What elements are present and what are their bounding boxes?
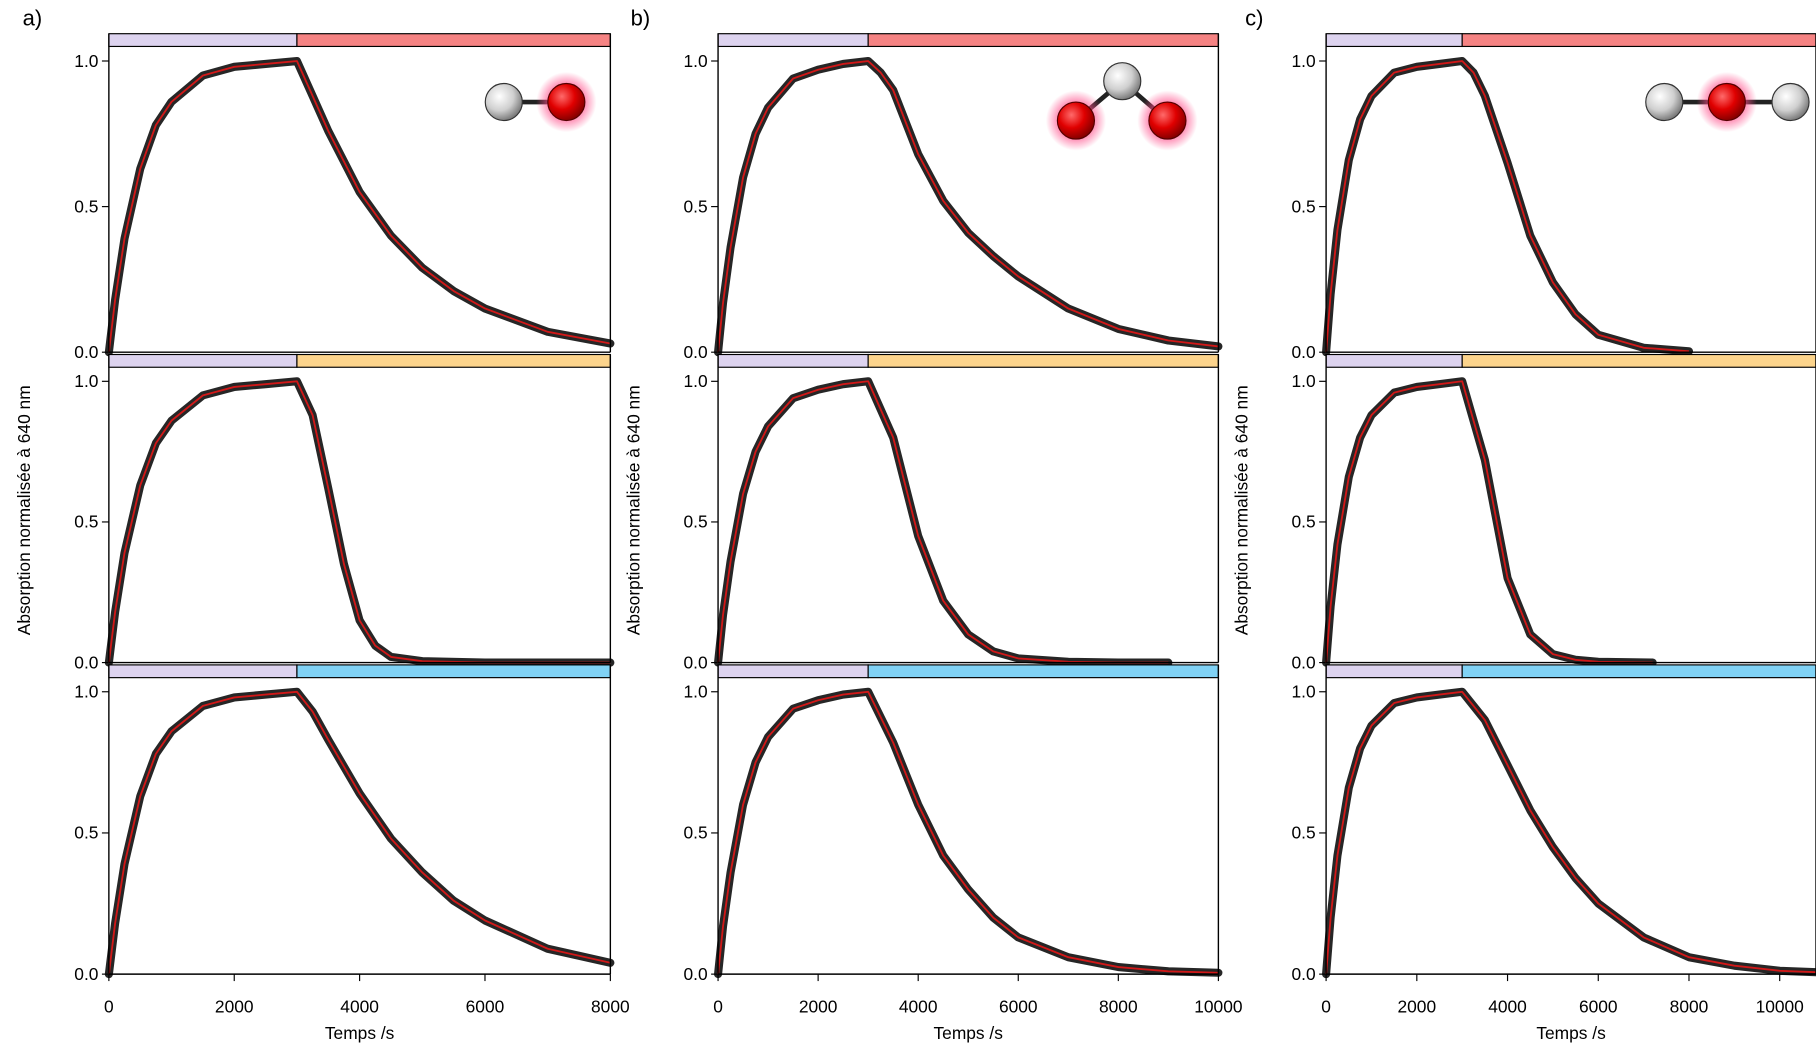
y-axis-label: Absorption normalisée à 640 nm: [1231, 385, 1251, 635]
y-tick-label: 0.0: [74, 964, 98, 984]
illumination-bar: [296, 33, 611, 48]
x-tick-label: 10000: [1194, 996, 1242, 1016]
y-tick-label: 0.0: [1292, 964, 1316, 984]
data-band: [1322, 687, 1816, 979]
data-band: [714, 687, 1223, 979]
y-tick-label: 0.5: [683, 512, 707, 532]
fit-line: [717, 690, 1219, 975]
y-tick-label: 1.0: [683, 51, 707, 71]
data-band: [104, 687, 615, 979]
x-tick-label: 8000: [1099, 996, 1138, 1016]
y-tick-label: 0.5: [1292, 512, 1316, 532]
x-tick-label: 4000: [1488, 996, 1527, 1016]
y-tick-label: 0.0: [74, 342, 98, 362]
x-tick-label: 6000: [1579, 996, 1618, 1016]
y-tick-label: 0.0: [683, 964, 707, 984]
y-tick-label: 1.0: [1292, 51, 1316, 71]
x-tick-label: 0: [104, 996, 114, 1016]
illumination-bar: [717, 33, 869, 48]
fit-line: [1325, 690, 1816, 975]
y-tick-label: 1.0: [74, 371, 98, 391]
illumination-bar: [717, 353, 869, 368]
fit-line: [717, 380, 1169, 664]
fit-line: [717, 60, 1219, 353]
y-tick-label: 1.0: [683, 371, 707, 391]
illumination-bar: [108, 353, 298, 368]
fit-line: [107, 690, 611, 975]
y-tick-label: 0.5: [1292, 196, 1316, 216]
x-tick-label: 4000: [340, 996, 379, 1016]
y-tick-label: 0.0: [683, 342, 707, 362]
y-tick-label: 0.0: [1292, 342, 1316, 362]
x-tick-label: 8000: [591, 996, 630, 1016]
illumination-bar: [296, 664, 611, 679]
x-tick-label: 0: [1321, 996, 1331, 1016]
y-tick-label: 0.5: [1292, 823, 1316, 843]
fit-line: [1325, 60, 1690, 353]
illumination-bar: [867, 33, 1219, 48]
molecule-bent: [1045, 62, 1198, 151]
y-tick-label: 1.0: [1292, 682, 1316, 702]
molecule-co: [484, 71, 597, 133]
y-tick-label: 1.0: [74, 51, 98, 71]
y-tick-label: 1.0: [74, 682, 98, 702]
y-tick-label: 0.5: [74, 196, 98, 216]
illumination-bar: [296, 353, 611, 368]
data-band: [1322, 56, 1694, 357]
x-tick-label: 2000: [215, 996, 254, 1016]
illumination-bar: [1325, 353, 1463, 368]
fit-line: [1325, 380, 1653, 664]
x-tick-label: 10000: [1756, 996, 1804, 1016]
molecule-linear: [1645, 71, 1810, 133]
x-tick-label: 0: [713, 996, 723, 1016]
x-axis-label: Temps /s: [1536, 1023, 1606, 1043]
y-tick-label: 0.0: [683, 652, 707, 672]
illumination-bar: [1461, 664, 1816, 679]
data-band: [104, 56, 615, 357]
panel-label: a): [23, 6, 43, 31]
illumination-bar: [867, 353, 1219, 368]
x-axis-label: Temps /s: [933, 1023, 1003, 1043]
panel-label: b): [631, 6, 651, 31]
y-tick-label: 0.5: [74, 512, 98, 532]
illumination-bar: [1461, 353, 1816, 368]
data-band: [714, 377, 1173, 667]
y-tick-label: 0.0: [1292, 652, 1316, 672]
data-band: [1322, 377, 1657, 667]
y-tick-label: 0.5: [683, 823, 707, 843]
y-tick-label: 0.0: [74, 652, 98, 672]
fit-line: [107, 380, 611, 664]
x-tick-label: 6000: [999, 996, 1038, 1016]
fit-line: [107, 60, 611, 353]
x-tick-label: 4000: [899, 996, 938, 1016]
x-tick-label: 8000: [1670, 996, 1709, 1016]
illumination-bar: [717, 664, 869, 679]
x-tick-label: 6000: [466, 996, 505, 1016]
y-tick-label: 1.0: [683, 682, 707, 702]
illumination-bar: [867, 664, 1219, 679]
x-tick-label: 2000: [1398, 996, 1437, 1016]
y-axis-label: Absorption normalisée à 640 nm: [14, 385, 34, 635]
illumination-bar: [1325, 664, 1463, 679]
y-axis-label: Absorption normalisée à 640 nm: [623, 385, 643, 635]
y-tick-label: 0.5: [74, 823, 98, 843]
x-axis-label: Temps /s: [325, 1023, 395, 1043]
illumination-bar: [1461, 33, 1816, 48]
illumination-bar: [108, 664, 298, 679]
illumination-bar: [1325, 33, 1463, 48]
panel-label: c): [1245, 6, 1263, 31]
y-tick-label: 1.0: [1292, 371, 1316, 391]
x-tick-label: 2000: [799, 996, 838, 1016]
y-tick-label: 0.5: [683, 196, 707, 216]
illumination-bar: [108, 33, 298, 48]
